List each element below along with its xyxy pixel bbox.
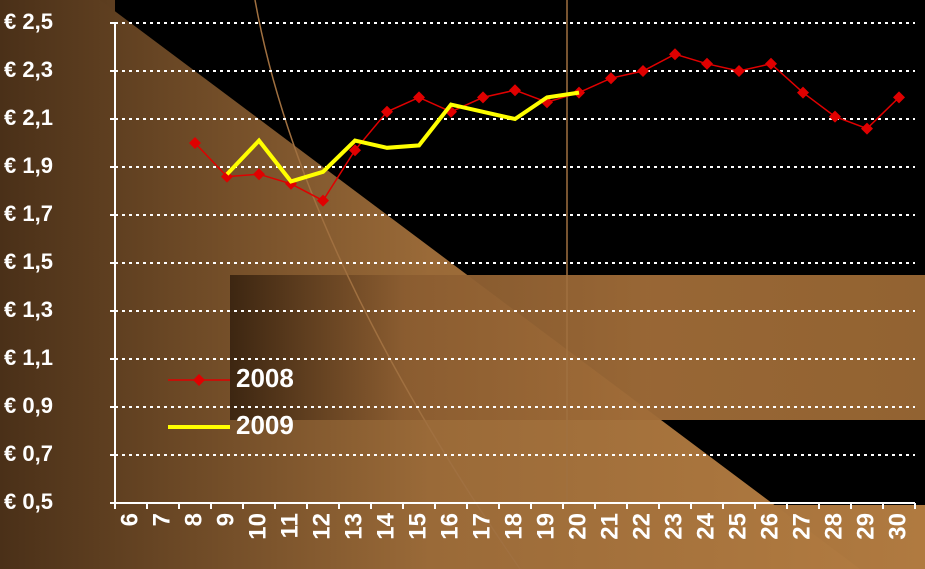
y-tick-label: € 0,7 — [4, 441, 53, 466]
y-tick-label: € 0,9 — [4, 393, 53, 418]
chart: € 0,5 € 0,7 € 0,9 € 1,1 € 1,3 € 1,5 € 1,7 € 1,9… — [0, 0, 925, 569]
x-tick-label: 22 — [628, 513, 655, 540]
legend-label: 2008 — [236, 363, 294, 393]
x-tick-label: 13 — [340, 513, 367, 540]
x-tick-label: 12 — [308, 513, 335, 540]
y-tick-label: € 1,1 — [4, 345, 53, 370]
x-tick-label: 15 — [404, 513, 431, 540]
y-tick-label: € 2,1 — [4, 105, 53, 130]
x-tick-label: 17 — [468, 513, 495, 540]
x-tick-label: 26 — [756, 513, 783, 540]
x-tick-label: 19 — [532, 513, 559, 540]
y-tick-label: € 0,5 — [4, 489, 53, 514]
x-tick-label: 27 — [788, 513, 815, 540]
x-tick-label: 25 — [724, 513, 751, 540]
x-tick-label: 20 — [564, 513, 591, 540]
x-tick-label: 16 — [436, 513, 463, 540]
y-tick-label: € 1,3 — [4, 297, 53, 322]
x-tick-label: 28 — [820, 513, 847, 540]
y-tick-label: € 1,9 — [4, 153, 53, 178]
y-tick-label: € 1,7 — [4, 201, 53, 226]
decor-band — [230, 275, 925, 420]
x-tick-label: 7 — [148, 513, 175, 526]
x-tick-label: 23 — [660, 513, 687, 540]
x-tick-label: 18 — [500, 513, 527, 540]
x-tick-label: 24 — [692, 512, 719, 539]
x-tick-label: 14 — [372, 512, 399, 539]
x-tick-label: 6 — [116, 513, 143, 526]
x-tick-label: 29 — [852, 513, 879, 540]
x-tick-label: 21 — [596, 513, 623, 540]
x-tick-label: 11 — [276, 513, 303, 538]
x-tick-label: 8 — [180, 513, 207, 526]
x-tick-label: 9 — [212, 513, 239, 526]
y-tick-label: € 2,5 — [4, 9, 53, 34]
legend-label: 2009 — [236, 410, 294, 440]
x-tick-label: 30 — [884, 513, 911, 540]
y-tick-label: € 2,3 — [4, 57, 53, 82]
x-tick-label: 10 — [244, 513, 271, 540]
y-tick-label: € 1,5 — [4, 249, 53, 274]
